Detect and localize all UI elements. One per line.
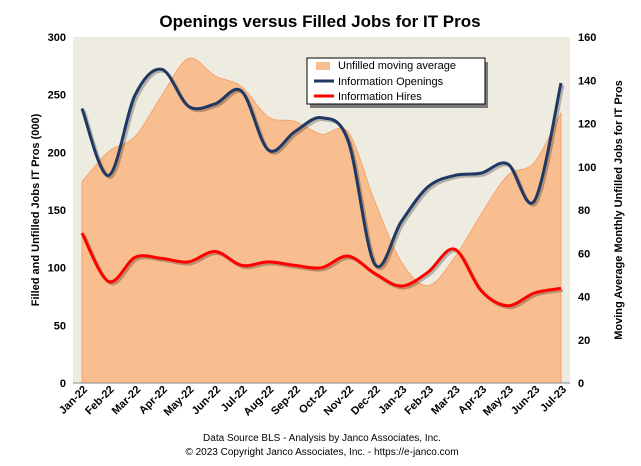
line-series-hires	[80, 232, 562, 308]
y-tick-label: 250	[48, 90, 66, 102]
area-series-unfilled	[81, 57, 562, 384]
y-tick-label: 100	[48, 263, 66, 275]
legend-label-unfilled: Unfilled moving average	[338, 60, 456, 72]
legend: Unfilled moving average Information Open…	[306, 57, 488, 108]
y2-tick-label: 100	[578, 162, 596, 174]
x-tick-label: Aug-22	[242, 384, 277, 419]
y-tick-label: 50	[54, 320, 66, 332]
y2-tick-label: 160	[578, 32, 596, 44]
y2-tick-label: 20	[578, 335, 590, 347]
x-tick-label: Sep-22	[269, 384, 303, 418]
y-tick-label: 300	[48, 32, 66, 44]
y-axis-ticks: 0 50 100 150 200 250 300	[48, 32, 66, 390]
x-tick-label: Dec-22	[349, 384, 383, 418]
y2-tick-label: 120	[578, 119, 596, 131]
y2-tick-label: 40	[578, 292, 590, 304]
footer-copyright: © 2023 Copyright Janco Associates, Inc. …	[185, 447, 458, 458]
footer-source: Data Source BLS - Analysis by Janco Asso…	[203, 433, 441, 444]
y2-axis-ticks: 0 20 40 60 80 100 120 140 160	[578, 32, 596, 390]
x-tick-label: Nov-22	[322, 384, 356, 418]
y2-tick-label: 60	[578, 248, 590, 260]
x-tick-label: Jul-23	[538, 384, 569, 415]
line-layer	[80, 67, 565, 310]
y2-tick-label: 0	[578, 378, 584, 390]
chart-title: Openings versus Filled Jobs for IT Pros	[159, 12, 480, 31]
line-series-openings	[80, 67, 563, 269]
y2-axis-title: Moving Average Monthly Unfilled Jobs for…	[613, 80, 625, 340]
y-tick-label: 200	[48, 147, 66, 159]
x-tick-label: May-22	[162, 384, 197, 419]
legend-box	[306, 57, 486, 105]
y-tick-label: 0	[60, 378, 66, 390]
y2-tick-label: 80	[578, 205, 590, 217]
legend-label-hires: Information Hires	[338, 91, 422, 103]
legend-swatch-unfilled	[316, 62, 330, 70]
y2-tick-label: 140	[578, 75, 596, 87]
x-tick-label: Feb-23	[403, 384, 437, 418]
x-tick-label: Jun-23	[509, 384, 543, 418]
legend-label-openings: Information Openings	[338, 76, 444, 88]
y-axis-title: Filled and Unfilled Jobs IT Pros (000)	[30, 113, 42, 306]
x-tick-label: May-23	[481, 384, 516, 419]
x-tick-label: Feb-22	[83, 384, 117, 418]
x-tick-label: Jun-22	[190, 384, 224, 418]
x-tick-label: Mar-22	[110, 384, 144, 418]
x-axis-ticks: Jan-22Feb-22Mar-22Apr-22May-22Jun-22Jul-…	[57, 384, 569, 419]
area-layer	[81, 57, 562, 384]
x-tick-label: Mar-23	[429, 384, 463, 418]
y-tick-label: 150	[48, 205, 66, 217]
